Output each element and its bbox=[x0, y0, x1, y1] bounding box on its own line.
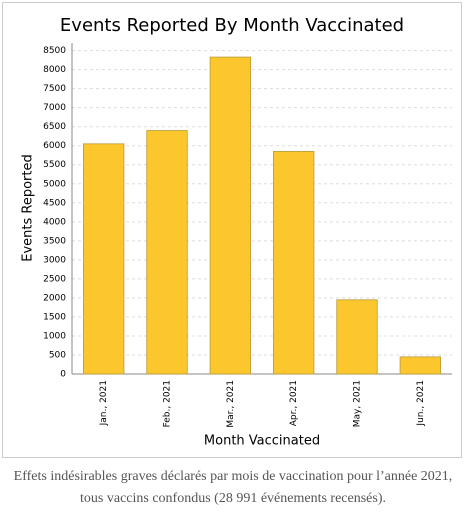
y-tick-label: 1000 bbox=[43, 331, 66, 341]
y-tick-label: 5000 bbox=[43, 179, 66, 189]
y-tick-label: 8500 bbox=[43, 46, 66, 56]
caption: Effets indésirables graves déclarés par … bbox=[13, 469, 453, 506]
x-tick-label: May, 2021 bbox=[353, 380, 363, 427]
bar bbox=[83, 143, 125, 375]
bar bbox=[272, 151, 315, 375]
y-tick-label: 7000 bbox=[43, 103, 66, 113]
bar bbox=[336, 299, 378, 375]
chart-title: Events Reported By Month Vaccinated bbox=[60, 15, 404, 36]
x-tick-label: Apr., 2021 bbox=[289, 380, 299, 426]
x-axis-label: Month Vaccinated bbox=[204, 434, 320, 449]
y-axis-label: Events Reported bbox=[21, 154, 36, 262]
x-tick-label: Jan., 2021 bbox=[99, 380, 109, 426]
y-tick-label: 2500 bbox=[43, 274, 66, 284]
y-tick-label: 5500 bbox=[43, 160, 66, 170]
y-tick-label: 3000 bbox=[43, 255, 66, 265]
chart: Events Reported By Month Vaccinated Mont… bbox=[21, 15, 452, 449]
bar bbox=[209, 56, 251, 375]
y-tick-label: 7500 bbox=[43, 84, 66, 94]
y-tick-label: 6000 bbox=[43, 141, 66, 151]
x-tick-label: Mar., 2021 bbox=[226, 380, 236, 428]
y-tick-label: 2000 bbox=[43, 293, 66, 303]
y-tick-label: 1500 bbox=[43, 312, 66, 322]
y-tick-label: 0 bbox=[60, 370, 66, 380]
bar bbox=[399, 356, 442, 375]
y-tick-label: 3500 bbox=[43, 236, 66, 246]
x-tick-label: Jun., 2021 bbox=[416, 380, 426, 427]
y-tick-label: 4000 bbox=[43, 217, 66, 227]
y-tick-label: 6500 bbox=[43, 122, 66, 132]
y-tick-label: 500 bbox=[49, 350, 66, 360]
chart-frame bbox=[2, 2, 462, 458]
y-tick-label: 4500 bbox=[43, 198, 66, 208]
y-tick-label: 8000 bbox=[43, 65, 66, 75]
bar bbox=[146, 130, 188, 375]
x-tick-label: Feb., 2021 bbox=[163, 380, 173, 427]
